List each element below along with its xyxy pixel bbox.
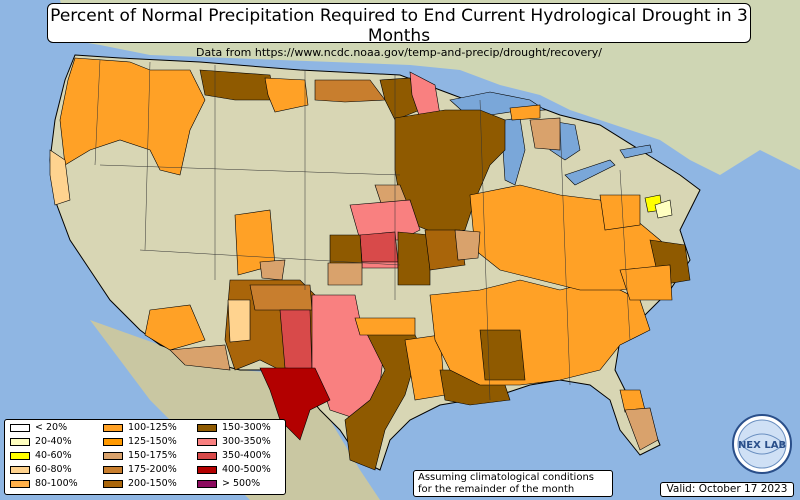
state-borders <box>94 59 631 401</box>
legend-label: 300-350% <box>222 436 271 447</box>
region-va-light <box>654 199 673 219</box>
legend-label: 400-500% <box>222 464 271 475</box>
logo-text: NEX LAB <box>738 440 786 451</box>
legend-item: 175-200% <box>103 464 177 476</box>
region-wi-orange <box>509 104 541 121</box>
legend-label: 350-400% <box>222 450 271 461</box>
legend: < 20% 20-40% 40-60% 60-80% 80-100% 100-1… <box>4 419 286 495</box>
region-mt-orange <box>264 77 309 113</box>
valid-date: Valid: October 17 2023 <box>660 482 794 497</box>
legend-swatch <box>10 465 30 474</box>
legend-swatch <box>197 437 217 446</box>
region-mi-tan <box>529 117 561 151</box>
legend-item: 350-400% <box>197 450 271 462</box>
note-line-1: Assuming climatological conditions <box>418 472 594 483</box>
region-pnw <box>59 57 206 176</box>
region-tx-darkred <box>259 367 331 441</box>
legend-label: 175-200% <box>128 464 177 475</box>
legend-label: 40-60% <box>35 450 72 461</box>
legend-item: 400-500% <box>197 464 271 476</box>
legend-swatch <box>10 451 30 460</box>
region-mn-brown <box>379 77 421 121</box>
legend-item: 60-80% <box>10 464 72 476</box>
region-mo-brown <box>424 229 466 271</box>
region-nm-orange <box>249 284 313 311</box>
region-ok-tan <box>327 262 363 286</box>
region-pa-orange <box>599 194 641 231</box>
region-co-tan <box>259 259 286 281</box>
lake-erie <box>564 159 616 186</box>
legend-label: 100-125% <box>128 422 177 433</box>
nexlab-logo: NEX LAB <box>732 414 792 474</box>
legend-label: 125-150% <box>128 436 177 447</box>
legend-item: 150-300% <box>197 422 271 434</box>
region-mo-tan <box>454 229 481 261</box>
legend-swatch <box>197 465 217 474</box>
legend-item: 200-150% <box>103 478 177 490</box>
legend-item: 40-60% <box>10 450 72 462</box>
legend-label: 200-150% <box>128 478 177 489</box>
note-line-2: for the remainder of the month <box>418 484 575 495</box>
legend-swatch <box>103 437 123 446</box>
legend-item: > 500% <box>197 478 260 490</box>
drought-regions <box>49 57 691 471</box>
legend-swatch <box>103 479 123 488</box>
region-az-orange <box>144 304 206 351</box>
legend-label: > 500% <box>222 478 261 489</box>
legend-swatch <box>197 451 217 460</box>
canada-land <box>60 0 800 175</box>
legend-label: 20-40% <box>35 436 72 447</box>
region-nm-red <box>279 309 313 371</box>
legend-label: 60-80% <box>35 464 72 475</box>
legend-label: 80-100% <box>35 478 78 489</box>
legend-item: < 20% <box>10 422 67 434</box>
legend-swatch <box>197 423 217 432</box>
map-subtitle: Data from https://www.ncdc.noaa.gov/temp… <box>196 46 602 59</box>
legend-label: 150-300% <box>222 422 271 433</box>
legend-swatch <box>10 479 30 488</box>
legend-item: 20-40% <box>10 436 72 448</box>
legend-swatch <box>197 479 217 488</box>
region-az-tan <box>169 344 231 371</box>
legend-label: 150-175% <box>128 450 177 461</box>
region-nc-orange <box>619 264 673 301</box>
legend-swatch <box>10 423 30 432</box>
region-or-coast <box>49 149 71 206</box>
region-ks-red <box>359 231 399 263</box>
assumption-note: Assuming climatological conditions for t… <box>413 470 613 497</box>
region-nd-brown <box>314 79 386 103</box>
title-box: Percent of Normal Precipitation Required… <box>47 3 751 59</box>
legend-item: 125-150% <box>103 436 177 448</box>
legend-label: < 20% <box>35 422 68 433</box>
lake-ontario <box>619 144 653 159</box>
legend-swatch <box>103 423 123 432</box>
legend-item: 300-350% <box>197 436 271 448</box>
region-az-light <box>227 299 251 343</box>
legend-swatch <box>103 465 123 474</box>
legend-item: 100-125% <box>103 422 177 434</box>
region-tx-orange <box>354 317 416 336</box>
legend-swatch <box>10 437 30 446</box>
map-title: Percent of Normal Precipitation Required… <box>50 6 748 46</box>
region-ga-brown <box>479 329 526 381</box>
region-fl-tan <box>624 407 659 451</box>
legend-item: 150-175% <box>103 450 177 462</box>
region-ks-brown <box>329 234 363 266</box>
legend-item: 80-100% <box>10 478 78 490</box>
legend-swatch <box>103 451 123 460</box>
region-ks-east-brown <box>397 231 431 286</box>
region-mt-brown <box>199 69 276 101</box>
mexico-land <box>90 320 380 500</box>
